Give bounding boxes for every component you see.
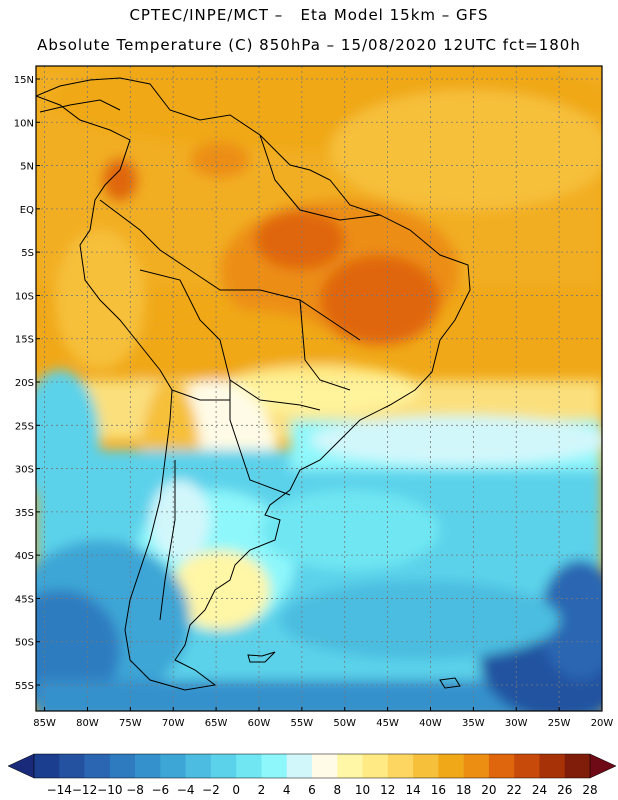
colorbar-label: −14 (47, 783, 72, 797)
lon-tick-label: 20W (591, 718, 614, 729)
colorbar-label: 26 (557, 783, 572, 797)
colorbar-swatch (34, 754, 60, 778)
colorbar-swatch (387, 754, 414, 778)
lon-tick-label: 60W (248, 718, 271, 729)
graticule (36, 66, 602, 711)
lon-tick-label: 25W (548, 718, 571, 729)
lat-tick-label: EQ (20, 205, 34, 216)
colorbar-swatch (160, 754, 186, 778)
lon-tick-label: 70W (162, 718, 185, 729)
lat-tick-label: 25S (15, 421, 34, 432)
colorbar-label: 28 (582, 783, 597, 797)
lat-tick-label: 10N (14, 118, 34, 129)
lat-tick-label: 40S (15, 551, 34, 562)
lon-tick-label: 30W (505, 718, 528, 729)
chart-title-line2: Absolute Temperature (C) 850hPa – 15/08/… (37, 36, 581, 54)
lon-tick-label: 55W (291, 718, 314, 729)
colorbar-label: −10 (97, 783, 122, 797)
colorbar-swatch (261, 754, 288, 778)
colorbar-frame (33, 753, 591, 779)
temperature-field (36, 66, 602, 711)
lat-tick-label: 45S (15, 594, 34, 605)
colorbar-label: 6 (308, 783, 316, 797)
colorbar-swatch (286, 754, 313, 778)
colorbar-label: 10 (355, 783, 370, 797)
lon-tick-label: 45W (376, 718, 399, 729)
lon-tick-label: 35W (462, 718, 485, 729)
colorbar-label: 4 (283, 783, 291, 797)
lat-tick-label: 15S (15, 335, 34, 346)
lon-tick-label: 75W (119, 718, 142, 729)
lat-tick-label: 50S (15, 638, 34, 649)
lon-tick-label: 40W (419, 718, 442, 729)
lat-tick-label: 5N (20, 162, 34, 173)
lat-tick-label: 20S (15, 378, 34, 389)
lat-tick-label: 15N (14, 75, 34, 86)
colorbar: −14 −12 −10 −8 −6 −4 −2 0 2 4 6 8 10 12 14 16 18 20 22 24 26… (7, 753, 617, 797)
colorbar-label: 2 (258, 783, 266, 797)
lat-tick-label: 35S (15, 508, 34, 519)
map-frame (35, 65, 603, 712)
colorbar-label: 24 (532, 783, 547, 797)
colorbar-swatch (463, 754, 490, 778)
colorbar-under-arrow (7, 753, 35, 779)
colorbar-swatch (109, 754, 136, 778)
colorbar-over-arrow (589, 753, 617, 779)
longitude-axis: 85W 80W 75W 70W 65W 60W 55W 50W 45W 40W 35W 30W 25W 2… (33, 707, 613, 729)
lat-tick-label: 55S (15, 681, 34, 692)
colorbar-swatch (210, 754, 237, 778)
lon-tick-label: 85W (33, 718, 56, 729)
colorbar-swatch (564, 754, 591, 778)
lon-tick-label: 65W (205, 718, 228, 729)
colorbar-swatch (236, 754, 262, 778)
colorbar-label: 14 (405, 783, 420, 797)
colorbar-label: 20 (481, 783, 496, 797)
lat-tick-label: 10S (15, 291, 34, 302)
colorbar-swatch (438, 754, 464, 778)
colorbar-swatch (312, 754, 338, 778)
colorbar-swatch (539, 754, 566, 778)
colorbar-label: −8 (126, 783, 144, 797)
colorbar-swatch (514, 754, 540, 778)
latitude-axis: 15N 10N 5N EQ 5S 10S 15S 20S 25S 30S 35S 40S 45S 50S 5… (14, 75, 40, 692)
chart-title-line1: CPTEC/INPE/MCT – Eta Model 15km – GFS (129, 6, 489, 24)
colorbar-label: −12 (72, 783, 97, 797)
lon-tick-label: 50W (333, 718, 356, 729)
lon-tick-label: 80W (76, 718, 99, 729)
colorbar-swatch (362, 754, 389, 778)
colorbar-label: 18 (456, 783, 471, 797)
lat-tick-label: 30S (15, 465, 34, 476)
colorbar-swatch (185, 754, 212, 778)
colorbar-swatch (59, 754, 85, 778)
colorbar-label: 8 (333, 783, 341, 797)
colorbar-label: 16 (431, 783, 446, 797)
colorbar-swatch (488, 754, 515, 778)
colorbar-label: −6 (152, 783, 170, 797)
colorbar-swatch (135, 754, 161, 778)
colorbar-label: 22 (507, 783, 522, 797)
coastlines-borders (36, 77, 471, 691)
colorbar-swatch (413, 754, 439, 778)
colorbar-swatch (84, 754, 111, 778)
lat-tick-label: 5S (21, 248, 34, 259)
colorbar-label: −4 (177, 783, 195, 797)
colorbar-swatch (337, 754, 363, 778)
colorbar-label: −2 (202, 783, 220, 797)
colorbar-label: 0 (232, 783, 240, 797)
colorbar-label: 12 (380, 783, 395, 797)
